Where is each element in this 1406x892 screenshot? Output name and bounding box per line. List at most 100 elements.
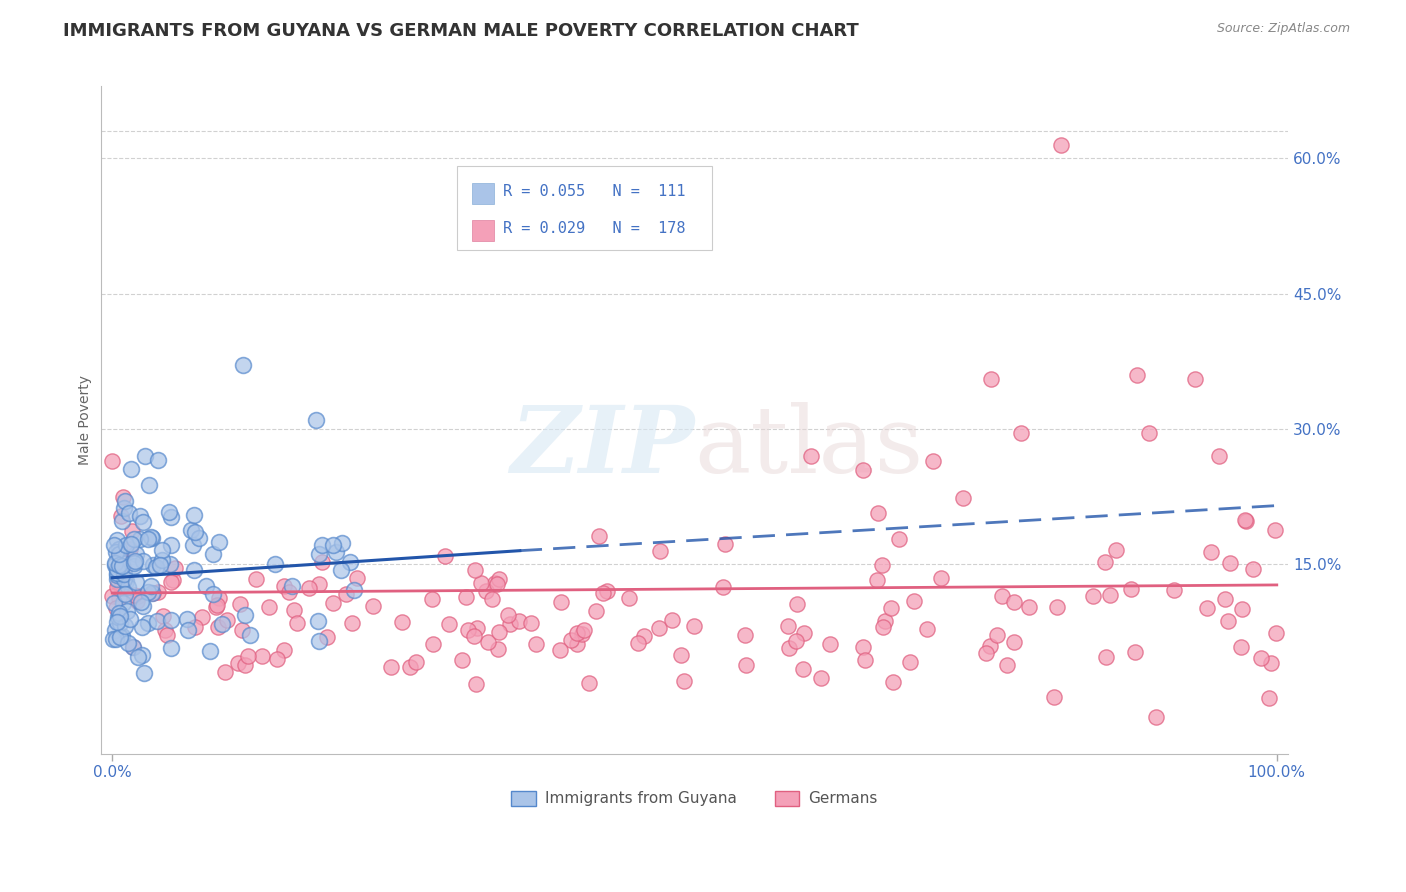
Point xyxy=(103,624,125,638)
Point xyxy=(145,559,167,574)
Point xyxy=(141,578,163,592)
Point xyxy=(1216,615,1239,629)
Point xyxy=(852,640,875,654)
Point xyxy=(162,573,184,587)
Text: R = 0.029   N =  178: R = 0.029 N = 178 xyxy=(503,220,686,235)
Point xyxy=(111,559,134,574)
Point xyxy=(233,607,256,622)
Point xyxy=(132,515,155,529)
Point xyxy=(1083,589,1105,603)
Point xyxy=(343,583,366,598)
Point xyxy=(101,589,124,603)
Point xyxy=(107,609,129,624)
Point xyxy=(322,538,344,552)
Point xyxy=(124,554,146,568)
Point xyxy=(111,629,134,643)
Point xyxy=(588,529,610,543)
Point xyxy=(124,559,146,574)
Point xyxy=(470,576,492,591)
Point xyxy=(125,547,148,561)
Point xyxy=(633,629,655,643)
Point xyxy=(450,653,472,667)
Point xyxy=(112,567,135,582)
Point xyxy=(202,547,225,561)
Point xyxy=(152,608,174,623)
Point xyxy=(108,616,131,631)
Point xyxy=(329,563,352,577)
Point xyxy=(1144,709,1167,723)
Point xyxy=(107,558,129,573)
Point xyxy=(508,614,530,628)
Point xyxy=(778,640,800,655)
Point xyxy=(627,635,650,649)
Point xyxy=(235,658,257,673)
Point xyxy=(1121,582,1143,597)
Point xyxy=(105,615,128,630)
Point xyxy=(903,594,925,608)
Point xyxy=(952,491,974,505)
Point xyxy=(980,372,1002,386)
Point xyxy=(865,574,887,588)
Point xyxy=(122,588,145,602)
Point xyxy=(1265,625,1288,640)
Point xyxy=(1184,372,1206,386)
Point xyxy=(1043,690,1066,704)
Point xyxy=(105,581,128,595)
Legend: Immigrants from Guyana, Germans: Immigrants from Guyana, Germans xyxy=(505,785,884,813)
Point xyxy=(571,627,593,641)
Point xyxy=(200,643,222,657)
Point xyxy=(1002,635,1025,649)
Point xyxy=(596,584,619,599)
Point xyxy=(131,620,153,634)
Point xyxy=(872,620,894,634)
Point xyxy=(228,657,250,671)
Point xyxy=(800,449,823,463)
Point xyxy=(250,648,273,663)
Point xyxy=(205,600,228,615)
Point xyxy=(127,650,149,665)
Point xyxy=(103,538,125,552)
Point xyxy=(101,632,124,646)
Point xyxy=(578,676,600,690)
Point xyxy=(422,637,444,651)
Point xyxy=(165,561,187,575)
Point xyxy=(208,591,231,606)
Point xyxy=(111,579,134,593)
Point xyxy=(1126,368,1149,382)
Point xyxy=(146,452,169,467)
Point xyxy=(463,629,485,643)
Point xyxy=(391,615,413,629)
Point xyxy=(104,556,127,570)
Point xyxy=(1264,523,1286,537)
Point xyxy=(786,597,808,611)
Point xyxy=(464,563,486,577)
Point xyxy=(1094,555,1116,569)
Point xyxy=(134,449,156,463)
Point xyxy=(111,556,134,570)
Point xyxy=(776,618,799,632)
Point xyxy=(146,585,169,599)
Point xyxy=(307,614,329,628)
Point xyxy=(1208,449,1230,463)
Point xyxy=(266,652,288,666)
Point xyxy=(979,639,1001,653)
Point xyxy=(330,536,353,550)
Point xyxy=(142,558,165,572)
Text: IMMIGRANTS FROM GUYANA VS GERMAN MALE POVERTY CORRELATION CHART: IMMIGRANTS FROM GUYANA VS GERMAN MALE PO… xyxy=(63,22,859,40)
Point xyxy=(117,580,139,594)
Point xyxy=(346,570,368,584)
Point xyxy=(820,637,842,651)
Point xyxy=(160,575,183,590)
Point xyxy=(114,493,136,508)
Point xyxy=(922,453,945,467)
Point xyxy=(157,505,180,519)
Point xyxy=(183,508,205,522)
Point xyxy=(115,538,138,552)
Point xyxy=(110,580,132,594)
Point xyxy=(315,630,337,644)
Y-axis label: Male Poverty: Male Poverty xyxy=(79,375,93,465)
Point xyxy=(1098,589,1121,603)
Point xyxy=(215,613,238,627)
Point xyxy=(565,625,588,640)
Point xyxy=(180,523,202,537)
